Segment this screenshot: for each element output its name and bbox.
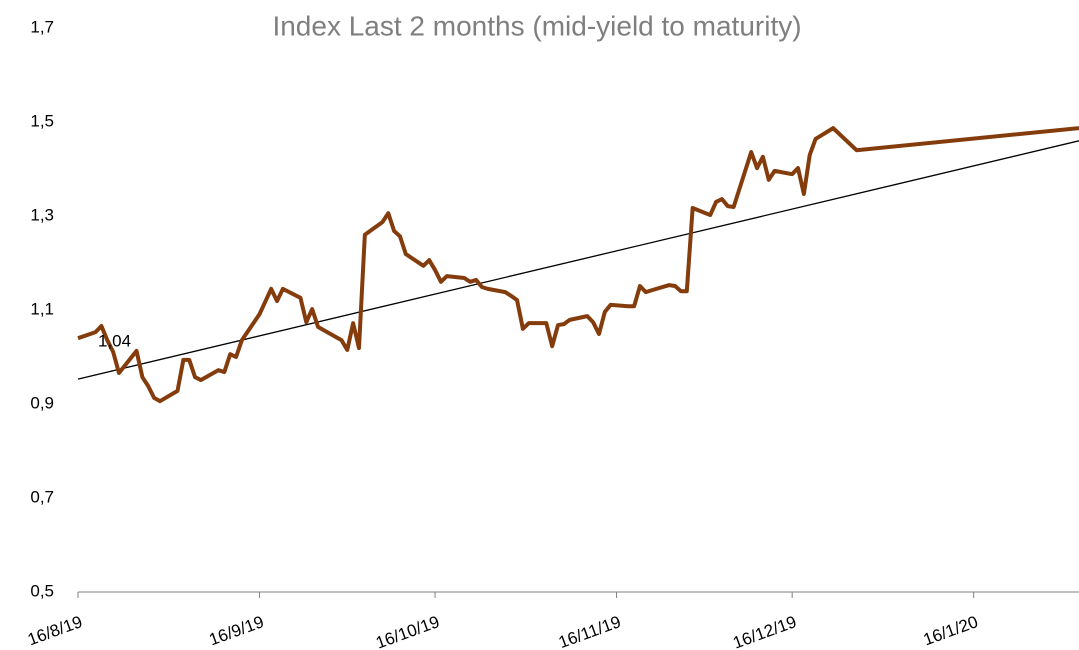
y-tick-label: 1,1 (30, 299, 54, 318)
y-tick-label: 1,5 (30, 111, 54, 130)
x-tick-label: 16/8/19 (25, 612, 85, 649)
y-tick-label: 0,9 (30, 393, 54, 412)
data-label: 1,04 (98, 332, 131, 351)
data-line (77, 126, 1079, 404)
y-tick-label: 0,7 (30, 487, 54, 506)
x-tick-label: 16/10/19 (373, 612, 442, 650)
y-tick-label: 1,3 (30, 205, 54, 224)
y-tick-label: 0,5 (30, 581, 54, 600)
x-tick-label: 16/1/20 (921, 612, 981, 649)
x-tick-label: 16/12/19 (730, 612, 799, 650)
chart-title: Index Last 2 months (mid-yield to maturi… (272, 10, 801, 41)
trendline (77, 140, 1079, 380)
y-tick-label: 1,7 (30, 17, 54, 36)
x-tick-label: 16/9/19 (207, 612, 267, 649)
x-tick-label: 16/11/19 (556, 612, 624, 650)
